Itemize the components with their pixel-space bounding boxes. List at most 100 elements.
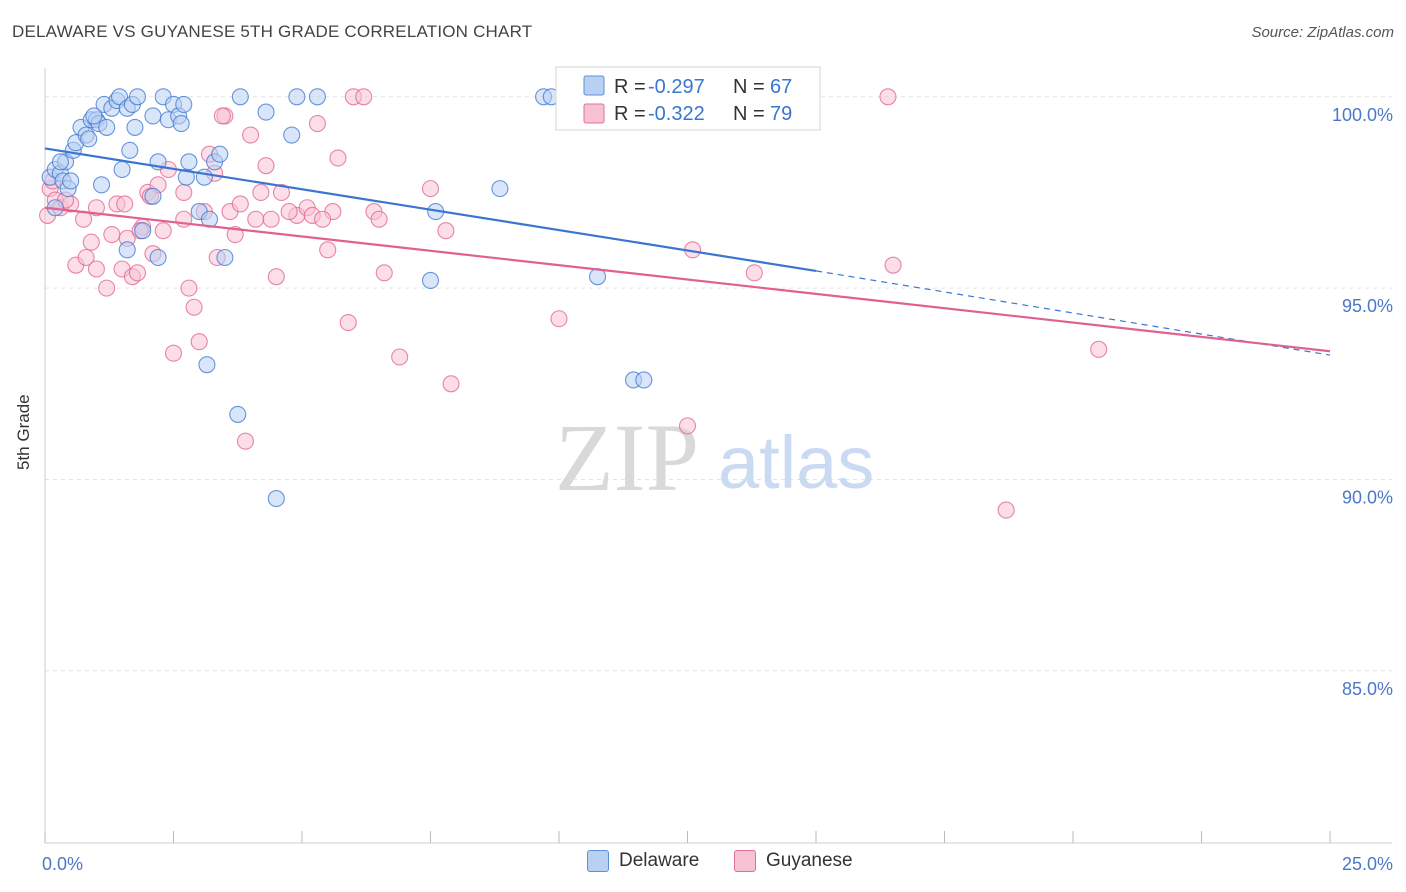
- guyanese-point[interactable]: [391, 348, 409, 366]
- guyanese-point[interactable]: [375, 264, 393, 282]
- delaware-point[interactable]: [635, 371, 653, 389]
- legend-item-guyanese[interactable]: Guyanese: [734, 850, 853, 872]
- guyanese-point[interactable]: [884, 256, 902, 274]
- delaware-point[interactable]: [180, 153, 198, 171]
- delaware-point[interactable]: [126, 118, 144, 136]
- legend-n-value: 79: [770, 103, 792, 125]
- guyanese-point[interactable]: [175, 183, 193, 202]
- guyanese-point[interactable]: [185, 298, 203, 316]
- legend-label-delaware: Delaware: [619, 850, 700, 871]
- guyanese-point[interactable]: [257, 157, 275, 175]
- y-tick-label: 90.0%: [1342, 487, 1393, 507]
- guyanese-point[interactable]: [247, 210, 265, 228]
- guyanese-point[interactable]: [272, 183, 290, 202]
- delaware-point[interactable]: [85, 107, 103, 125]
- delaware-point[interactable]: [118, 241, 136, 259]
- legend-n-label: N =: [733, 103, 765, 125]
- legend-n-value: 67: [770, 76, 792, 98]
- stats-legend: R = -0.297 N = 67 R = -0.322 N = 79: [555, 66, 821, 131]
- guyanese-point[interactable]: [421, 180, 440, 198]
- guyanese-point[interactable]: [103, 225, 121, 244]
- guyanese-point[interactable]: [355, 88, 373, 106]
- x-tick-label: 25.0%: [1342, 854, 1393, 874]
- delaware-point[interactable]: [216, 248, 234, 267]
- legend-r-value: -0.297: [648, 76, 705, 98]
- guyanese-point[interactable]: [329, 149, 347, 167]
- chart-title: DELAWARE VS GUYANESE 5TH GRADE CORRELATI…: [12, 22, 533, 41]
- guyanese-point[interactable]: [339, 314, 357, 332]
- guyanese-point[interactable]: [98, 279, 116, 297]
- source-label: Source: ZipAtlas.com: [1251, 24, 1394, 41]
- legend-r-label: R =: [614, 76, 646, 98]
- tick-labels: 100.0% 95.0% 90.0% 85.0% 0.0% 25.0%: [42, 105, 1393, 874]
- guyanese-point[interactable]: [116, 195, 134, 213]
- delaware-point[interactable]: [211, 145, 229, 163]
- guyanese-point[interactable]: [190, 333, 208, 351]
- guyanese-point[interactable]: [314, 210, 332, 228]
- guyanese-point[interactable]: [370, 210, 388, 228]
- delaware-point[interactable]: [308, 88, 326, 106]
- guyanese-point[interactable]: [879, 88, 897, 106]
- guyanese-point[interactable]: [745, 264, 763, 282]
- guyanese-point[interactable]: [262, 210, 280, 228]
- delaware-point[interactable]: [195, 168, 213, 186]
- legend-item-delaware[interactable]: Delaware: [587, 850, 699, 872]
- delaware-point[interactable]: [113, 160, 131, 179]
- delaware-point[interactable]: [149, 248, 167, 267]
- guyanese-point[interactable]: [82, 233, 100, 251]
- guyanese-point[interactable]: [87, 260, 105, 278]
- guyanese-point[interactable]: [87, 199, 105, 217]
- legend-label-guyanese: Guyanese: [766, 850, 853, 871]
- guyanese-point[interactable]: [213, 107, 231, 125]
- delaware-point[interactable]: [92, 176, 111, 194]
- guyanese-point[interactable]: [997, 501, 1015, 519]
- delaware-point[interactable]: [175, 95, 193, 113]
- legend-swatch-delaware: [587, 850, 609, 872]
- y-tick-label: 85.0%: [1342, 679, 1393, 699]
- axes: [44, 68, 1392, 844]
- guyanese-point[interactable]: [77, 248, 95, 267]
- delaware-point[interactable]: [491, 180, 509, 198]
- delaware-point[interactable]: [283, 126, 301, 144]
- watermark-zip: ZIP: [555, 404, 699, 511]
- legend-swatch-guyanese: [583, 103, 605, 124]
- delaware-point[interactable]: [121, 141, 139, 159]
- delaware-point[interactable]: [144, 187, 162, 205]
- delaware-point[interactable]: [421, 271, 440, 290]
- guyanese-point[interactable]: [242, 126, 260, 144]
- delaware-point[interactable]: [257, 103, 275, 121]
- guyanese-point[interactable]: [164, 344, 183, 362]
- guyanese-point[interactable]: [1090, 340, 1108, 358]
- guyanese-point[interactable]: [442, 375, 460, 393]
- delaware-point[interactable]: [172, 115, 190, 133]
- guyanese-point[interactable]: [267, 268, 285, 286]
- delaware-point[interactable]: [51, 153, 69, 171]
- delaware-point[interactable]: [198, 356, 216, 374]
- guyanese-point[interactable]: [550, 310, 568, 328]
- guyanese-point[interactable]: [437, 222, 455, 240]
- guyanese-point[interactable]: [319, 241, 337, 259]
- delaware-point[interactable]: [229, 405, 247, 423]
- delaware-point[interactable]: [62, 172, 80, 190]
- delaware-point[interactable]: [128, 88, 147, 106]
- guyanese-point[interactable]: [128, 264, 147, 282]
- guyanese-point[interactable]: [154, 222, 172, 240]
- guyanese-point[interactable]: [231, 195, 249, 213]
- delaware-point[interactable]: [134, 222, 152, 240]
- trend-lines: [44, 147, 1331, 356]
- delaware-point[interactable]: [98, 118, 116, 136]
- guyanese-point[interactable]: [252, 183, 270, 202]
- guyanese-point[interactable]: [308, 115, 326, 133]
- guyanese-point[interactable]: [180, 279, 198, 297]
- delaware-point[interactable]: [231, 88, 249, 106]
- delaware-point[interactable]: [267, 490, 285, 508]
- guyanese-point[interactable]: [236, 432, 255, 450]
- guyanese-point[interactable]: [678, 417, 697, 435]
- guyanese-point[interactable]: [280, 203, 298, 221]
- delaware-point[interactable]: [144, 107, 162, 125]
- delaware-point[interactable]: [200, 210, 219, 228]
- delaware-point[interactable]: [80, 130, 98, 148]
- delaware-point[interactable]: [288, 88, 306, 106]
- series-delaware-points: [41, 88, 653, 508]
